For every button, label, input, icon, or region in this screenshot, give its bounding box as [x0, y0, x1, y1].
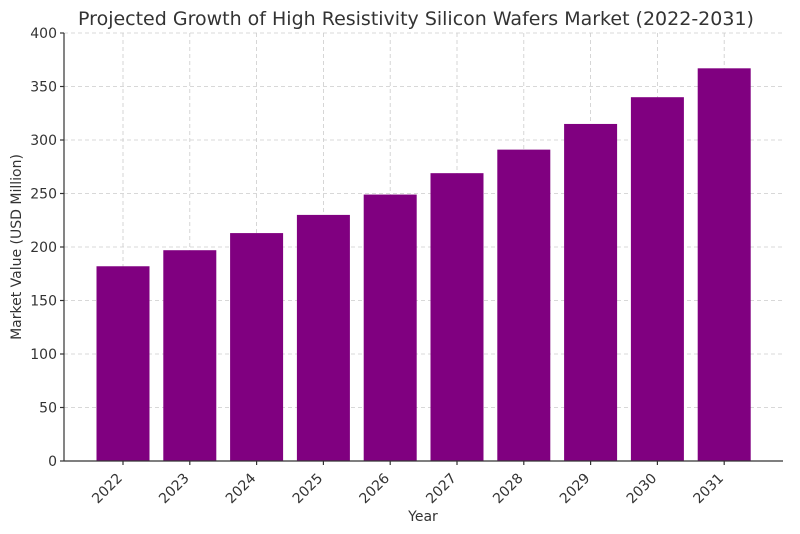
y-tick-label: 200 — [30, 240, 57, 256]
bar-2028 — [497, 149, 551, 461]
x-tick-label: 2022 — [89, 471, 126, 508]
bar-2029 — [564, 123, 618, 461]
x-tick-label: 2024 — [223, 470, 260, 507]
y-axis-label: Market Value (USD Million) — [9, 154, 25, 340]
y-tick-label: 0 — [48, 454, 57, 470]
x-tick-label: 2029 — [557, 471, 594, 508]
x-tick-label: 2023 — [156, 471, 193, 508]
y-tick-label: 50 — [39, 401, 57, 417]
y-tick-label: 250 — [30, 187, 57, 203]
x-axis-ticks: 2022 2023 2024 2025 2026 2027 2028 2029 2030 2031 — [89, 461, 727, 507]
bar-2022 — [96, 266, 150, 461]
bar-2024 — [230, 233, 284, 461]
x-tick-label: 2028 — [490, 471, 527, 508]
bar-2026 — [363, 194, 417, 461]
y-tick-label: 400 — [30, 26, 57, 42]
bar-2031 — [697, 68, 751, 461]
bar-2030 — [630, 97, 684, 461]
x-tick-label: 2030 — [624, 471, 661, 508]
y-tick-label: 150 — [30, 294, 57, 310]
bar-2023 — [163, 250, 217, 461]
x-tick-label: 2025 — [290, 471, 327, 508]
x-tick-label: 2027 — [423, 471, 460, 508]
x-tick-label: 2031 — [691, 471, 728, 508]
bars — [96, 68, 751, 462]
y-tick-label: 300 — [30, 133, 57, 149]
x-axis-label: Year — [407, 509, 438, 525]
x-tick-label: 2026 — [357, 470, 394, 507]
y-tick-label: 100 — [30, 347, 57, 363]
y-tick-label: 350 — [30, 80, 57, 96]
bar-2027 — [430, 173, 484, 462]
bar-2025 — [296, 214, 350, 461]
y-axis-ticks: 0 50 100 150 200 250 300 350 400 — [30, 26, 64, 470]
chart-title: Projected Growth of High Resistivity Sil… — [78, 8, 754, 30]
